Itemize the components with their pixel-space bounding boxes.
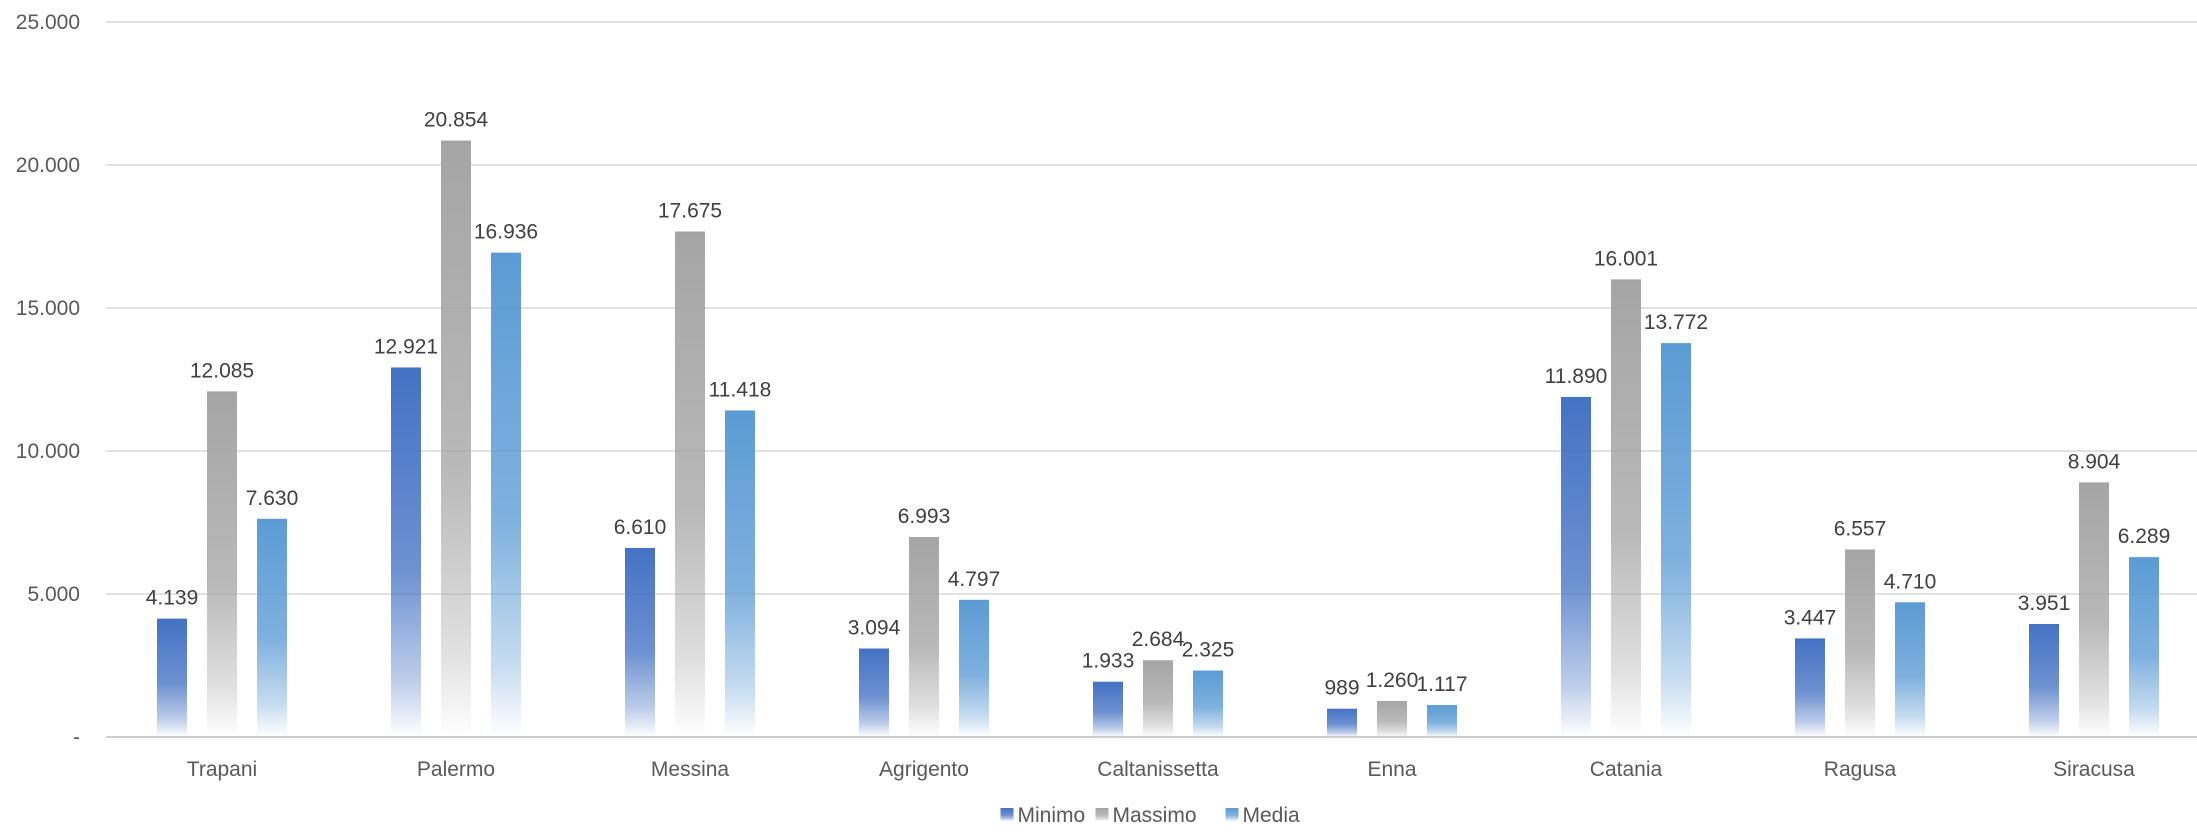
data-label: 8.904 — [2068, 450, 2121, 473]
data-label: 12.921 — [374, 335, 438, 358]
x-tick-label: Messina — [651, 758, 730, 781]
y-tick-label: 15.000 — [16, 297, 80, 320]
legend-label: Minimo — [1018, 804, 1086, 827]
data-label: 2.325 — [1182, 639, 1235, 662]
bar-massimo — [441, 140, 471, 737]
bar-massimo — [207, 391, 237, 737]
bar-minimo — [157, 618, 187, 737]
x-tick-label: Ragusa — [1824, 758, 1897, 781]
bar-minimo — [625, 547, 655, 737]
legend-label: Media — [1243, 804, 1301, 827]
data-label: 11.890 — [1545, 365, 1608, 388]
data-label: 17.675 — [658, 199, 722, 222]
x-tick-label: Enna — [1367, 758, 1416, 781]
y-tick-label: - — [73, 726, 80, 749]
data-label: 16.936 — [474, 221, 538, 244]
data-label: 4.710 — [1884, 570, 1937, 593]
bar-massimo — [2079, 482, 2109, 737]
bar-minimo — [1795, 638, 1825, 737]
y-tick-label: 20.000 — [16, 154, 80, 177]
bar-massimo — [1143, 660, 1173, 737]
bar-media — [959, 599, 989, 737]
data-label: 6.557 — [1834, 517, 1887, 540]
legend-swatch — [1095, 808, 1109, 821]
data-label: 6.993 — [898, 505, 951, 528]
data-label: 3.951 — [2018, 592, 2071, 615]
legend-label: Massimo — [1113, 804, 1197, 827]
data-label: 4.797 — [948, 568, 1001, 591]
legend-swatch — [1225, 808, 1239, 821]
data-label: 1.117 — [1417, 673, 1468, 696]
data-label: 16.001 — [1594, 247, 1658, 270]
bar-massimo — [1845, 549, 1875, 737]
x-tick-label: Catania — [1590, 758, 1663, 781]
bar-massimo — [909, 537, 939, 737]
x-tick-label: Trapani — [187, 758, 257, 781]
y-tick-label: 10.000 — [16, 440, 80, 463]
data-label: 7.630 — [246, 487, 299, 510]
data-label: 6.610 — [614, 516, 667, 539]
legend: Minimo Massimo Media — [1000, 804, 1301, 827]
data-label: 13.772 — [1644, 311, 1708, 334]
data-label: 6.289 — [2118, 525, 2171, 548]
y-tick-label: 25.000 — [16, 11, 80, 34]
bar-minimo — [859, 648, 889, 737]
bar-media — [1895, 602, 1925, 737]
bar-media — [725, 410, 755, 737]
bar-media — [257, 518, 287, 737]
x-tick-label: Siracusa — [2053, 758, 2135, 781]
bar-minimo — [1561, 396, 1591, 737]
data-label: 989 — [1324, 677, 1359, 700]
data-label: 12.085 — [190, 359, 254, 382]
data-label: 3.447 — [1784, 606, 1837, 629]
bar-minimo — [1327, 708, 1357, 737]
data-label: 20.854 — [424, 109, 489, 132]
bar-minimo — [1093, 681, 1123, 737]
data-labels: 4.139 12.085 7.630 12.921 20.854 16.936 6.610 1… — [146, 109, 2171, 700]
bar-media — [1427, 705, 1457, 737]
bar-media — [1193, 670, 1223, 737]
data-label: 11.418 — [709, 378, 772, 401]
data-label: 2.684 — [1132, 628, 1185, 651]
bar-media — [491, 252, 521, 737]
x-tick-label: Caltanissetta — [1097, 758, 1219, 781]
legend-swatch — [1000, 808, 1014, 821]
y-tick-label: 5.000 — [27, 583, 80, 606]
legend-item: Minimo — [1000, 804, 1086, 827]
data-label: 3.094 — [848, 617, 901, 640]
bar-minimo — [391, 367, 421, 737]
bar-massimo — [675, 231, 705, 737]
legend-item: Massimo — [1095, 804, 1197, 827]
x-axis-tick-labels: Trapani Palermo Messina Agrigento Caltanisse… — [187, 758, 2135, 781]
bar-massimo — [1611, 279, 1641, 737]
bar-media — [1661, 343, 1691, 737]
bar-massimo — [1377, 700, 1407, 737]
bar-media — [2129, 557, 2159, 737]
y-axis-tick-labels: - 5.000 10.000 15.000 20.000 25.000 — [16, 11, 80, 749]
data-label: 1.260 — [1366, 669, 1419, 692]
data-label: 4.139 — [146, 587, 199, 610]
x-tick-label: Agrigento — [879, 758, 969, 781]
x-tick-label: Palermo — [417, 758, 495, 781]
legend-item: Media — [1225, 804, 1301, 827]
bar-minimo — [2029, 624, 2059, 737]
data-label: 1.933 — [1082, 650, 1135, 673]
bars — [157, 140, 2159, 737]
